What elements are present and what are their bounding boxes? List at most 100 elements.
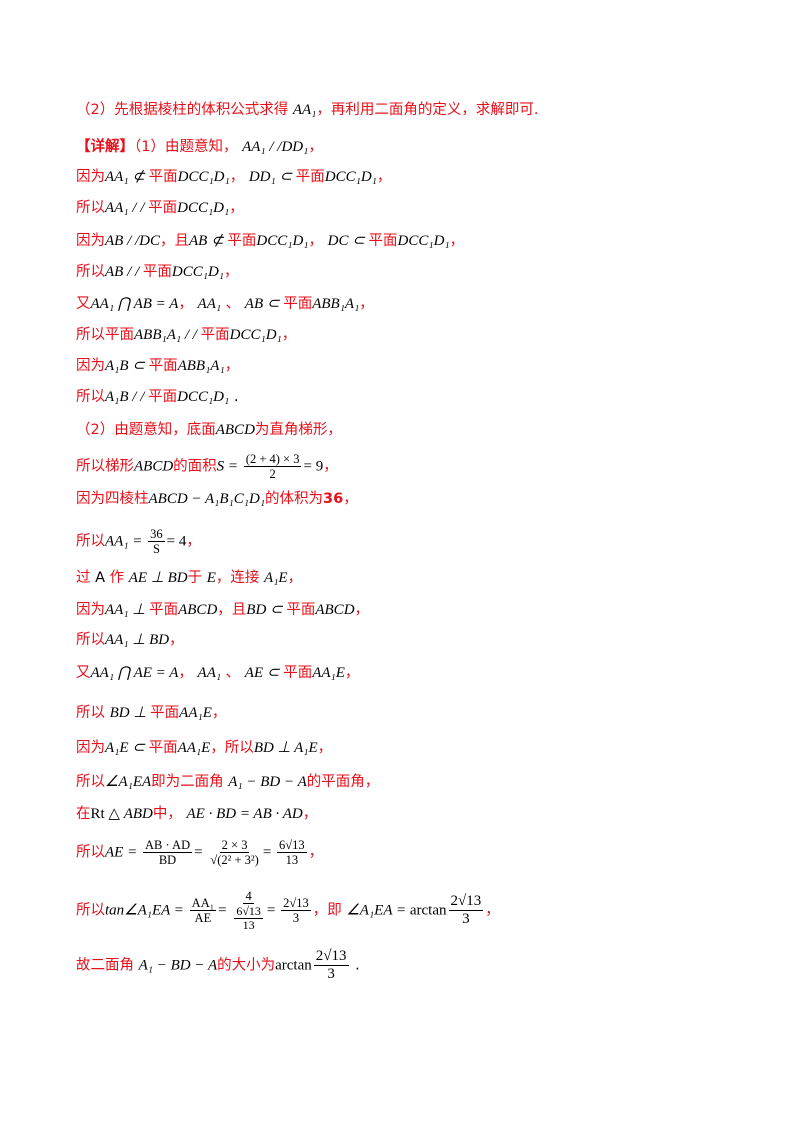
text-run: 因为 — [76, 358, 105, 374]
math-expression: A₁B ⊂ — [105, 358, 149, 374]
text-run: 、 — [221, 665, 245, 681]
solution-line: 所以∠A₁EA即为二面角 A₁ − BD − A的平面角， — [76, 772, 379, 792]
text-run: 所以 — [76, 533, 105, 550]
text-run: 因为 — [76, 740, 105, 756]
math-expression: DD₁ ⊂ — [248, 169, 296, 185]
math-expression: A₁ − BD − A — [138, 957, 218, 974]
math-expression: AA₁ — [197, 296, 222, 312]
math-expression: AA₁ — [292, 102, 317, 118]
text-run: ， — [449, 233, 465, 249]
math-expression: AA₁E — [312, 665, 345, 681]
text-run: 36 — [323, 491, 344, 507]
math-expression: AA₁ ⊥ BD — [105, 632, 170, 648]
text-run: 平面 — [148, 389, 178, 405]
text-run: ， — [317, 740, 333, 756]
math-expression: DC ⊂ — [327, 233, 369, 249]
math-expression: = — [194, 844, 207, 861]
text-run: ， — [308, 844, 324, 861]
text-run: 、 — [221, 296, 245, 312]
text-run: 又 — [76, 296, 91, 312]
text-run: ， — [224, 264, 239, 280]
text-run: 的大小为 — [217, 957, 276, 974]
math-expression: A₁ − BD − A — [228, 774, 307, 790]
text-run: ，所以 — [210, 740, 254, 756]
math-expression: = — [266, 902, 280, 919]
math-expression: BD ⊥ A₁E — [253, 740, 318, 756]
solution-line: 所以AB / / 平面DCC₁D₁， — [76, 262, 239, 282]
math-expression: arctan — [409, 902, 447, 919]
text-run: 平面 — [295, 169, 325, 185]
solution-line: 又AA₁ ⋂ AB = A， AA₁ 、 AB ⊂ 平面ABB₁A₁， — [76, 294, 374, 314]
math-expression: DCC₁D₁ — [171, 264, 225, 280]
math-expression: A₁E — [264, 570, 288, 586]
text-run: 的面积 — [173, 458, 217, 475]
text-run: 平面 — [149, 602, 179, 618]
text-run: 平面 — [283, 665, 313, 681]
text-run: 过 — [76, 570, 96, 586]
math-expression: ABCD — [134, 458, 174, 475]
text-run: 平面 — [368, 233, 398, 249]
text-run: （2）先根据棱柱的体积公式求得 — [76, 102, 293, 118]
math-expression: A — [95, 570, 106, 586]
text-run: ，且 — [217, 602, 247, 618]
math-expression: AA₁ / / — [105, 200, 149, 216]
math-expression: ABCD — [178, 602, 218, 618]
solution-line: 因为A₁B ⊂ 平面ABB₁A₁， — [76, 356, 239, 376]
math-expression: AA₁ ⋂ AB = A — [90, 296, 179, 312]
math-expression: AE ⊂ — [244, 665, 284, 681]
text-run: ， — [308, 139, 323, 155]
math-expression: DCC₁D₁ — [256, 233, 309, 249]
text-run: ， — [281, 327, 297, 343]
fraction: 6√13 13 — [277, 838, 307, 867]
text-run: ， — [359, 296, 374, 312]
solution-line: 所以AA₁ / / 平面DCC₁D₁， — [76, 198, 244, 218]
text-run: 因为 — [76, 169, 105, 185]
math-expression: ABD — [123, 806, 153, 822]
math-expression: . — [229, 389, 239, 405]
math-expression: AE ⊥ BD — [128, 570, 188, 586]
text-run: 为直角梯形， — [254, 422, 342, 438]
math-expression: DCC₁D₁ — [177, 169, 230, 185]
text-run: ，且 — [160, 233, 189, 249]
fraction: 36 S — [148, 527, 165, 556]
text-run: 中， — [152, 806, 187, 822]
text-run: 平面 — [148, 200, 178, 216]
math-expression: BD ⊥ — [109, 705, 151, 721]
text-run: ， — [323, 458, 338, 475]
math-expression: AA₁ ⊄ — [105, 169, 149, 185]
solution-line: 所以tan∠A₁EA = AA₁ AE = 4 6√13 13 = 2√13 3 ，即 ∠A₁… — [76, 889, 500, 932]
text-run: 的平面角， — [306, 774, 380, 790]
math-expression: ABCD — [315, 602, 355, 618]
solution-line: 故二面角 A₁ − BD − A的大小为arctan 2√13 3 . — [76, 948, 360, 983]
text-run: ， — [302, 806, 318, 822]
text-run: 平面 — [148, 358, 178, 374]
math-expression: DCC₁D₁ — [177, 200, 230, 216]
solution-line: 所以梯形ABCD的面积S = (2 + 4) × 3 2 = 9， — [76, 452, 338, 481]
solution-line: 【详解】（1）由题意知， AA₁ / /DD₁， — [76, 137, 323, 157]
math-expression: . — [350, 957, 360, 974]
text-run: 平面 — [227, 233, 257, 249]
solution-line: 所以A₁B / / 平面DCC₁D₁ . — [76, 387, 238, 407]
math-expression: arctan — [275, 957, 312, 974]
text-run: 故二面角 — [76, 957, 139, 974]
text-run: ， — [178, 296, 198, 312]
text-run: 于 — [187, 570, 207, 586]
math-expression: BD ⊂ — [246, 602, 287, 618]
text-run: ， — [211, 705, 227, 721]
text-run: ， — [178, 665, 198, 681]
math-expression: ABB₁A₁ / / — [134, 327, 201, 343]
text-run: 因为 — [76, 233, 105, 249]
solution-line: 过 A 作 AE ⊥ BD于 E，连接 A₁E， — [76, 568, 302, 588]
math-expression: ABB₁A₁ — [312, 296, 360, 312]
text-run: 平面 — [150, 705, 180, 721]
solution-line: 所以AE = AB · AD BD = 2 × 3 √(2² + 3²) = 6√13 1… — [76, 838, 323, 867]
text-run: ， — [169, 632, 184, 648]
math-expression: ∠A₁EA — [105, 774, 152, 790]
fraction: 2 × 3 √(2² + 3²) — [210, 838, 259, 867]
text-run: 的体积为 — [265, 491, 324, 507]
text-run: 平面 — [200, 327, 230, 343]
math-expression: E — [206, 570, 216, 586]
math-expression: ∠A₁EA = — [346, 902, 410, 919]
solution-line: 因为AA₁ ⊄ 平面DCC₁D₁， DD₁ ⊂ 平面DCC₁D₁， — [76, 167, 391, 187]
